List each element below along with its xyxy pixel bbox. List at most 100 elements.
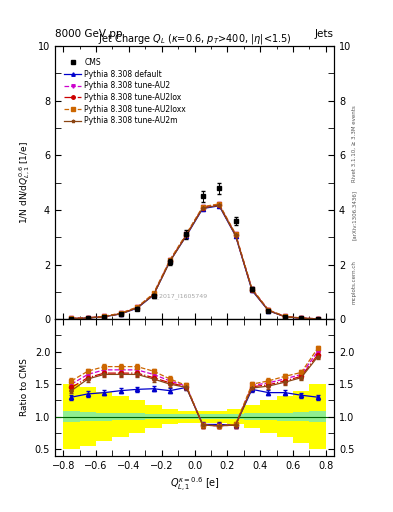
Bar (178, 414, 195, 419)
Pythia 8.308 tune-AU2m (200, 205, 205, 211)
Bar (195, 411, 211, 422)
Line: Pythia 8.308 tune-AU2m: Pythia 8.308 tune-AU2m (69, 203, 320, 321)
Pythia 8.308 tune-AU2m (283, 313, 287, 319)
Pythia 8.308 tune-AU2lox (151, 291, 156, 297)
Pythia 8.308 tune-AU2loxx (315, 315, 320, 322)
Text: Rivet 3.1.10, ≥ 3.3M events: Rivet 3.1.10, ≥ 3.3M events (352, 105, 357, 182)
Pythia 8.308 tune-AU2m (167, 259, 172, 265)
Pythia 8.308 default (167, 258, 172, 264)
Pythia 8.308 tune-AU2lox (135, 305, 140, 311)
Bar (277, 413, 293, 420)
Bar (293, 412, 309, 421)
Pythia 8.308 tune-AU2loxx (69, 315, 74, 322)
Bar (178, 411, 195, 422)
Pythia 8.308 tune-AU2 (151, 291, 156, 297)
Pythia 8.308 default (283, 314, 287, 320)
Text: Jets: Jets (315, 29, 334, 39)
Line: Pythia 8.308 tune-AU2loxx: Pythia 8.308 tune-AU2loxx (69, 202, 320, 321)
Pythia 8.308 tune-AU2m (184, 232, 189, 239)
Text: 8000 GeV pp: 8000 GeV pp (55, 29, 123, 39)
Pythia 8.308 tune-AU2loxx (135, 304, 140, 310)
Legend: CMS, Pythia 8.308 default, Pythia 8.308 tune-AU2, Pythia 8.308 tune-AU2lox, Pyth: CMS, Pythia 8.308 default, Pythia 8.308 … (64, 58, 186, 125)
Bar (195, 414, 211, 419)
Pythia 8.308 default (315, 316, 320, 322)
Bar (129, 413, 145, 420)
Bar (63, 384, 80, 449)
Bar (162, 409, 178, 424)
Pythia 8.308 tune-AU2m (299, 315, 303, 322)
Y-axis label: 1/N dN/d$Q_{L,1}^{0.6}$ [1/e]: 1/N dN/d$Q_{L,1}^{0.6}$ [1/e] (18, 141, 32, 224)
Line: Pythia 8.308 tune-AU2lox: Pythia 8.308 tune-AU2lox (69, 203, 320, 321)
Pythia 8.308 tune-AU2loxx (217, 201, 222, 207)
Pythia 8.308 tune-AU2lox (86, 315, 90, 321)
Pythia 8.308 tune-AU2lox (184, 232, 189, 238)
Pythia 8.308 tune-AU2m (266, 308, 271, 314)
Pythia 8.308 default (200, 205, 205, 211)
Pythia 8.308 tune-AU2m (69, 315, 74, 322)
Bar (277, 396, 293, 437)
Line: Pythia 8.308 default: Pythia 8.308 default (69, 204, 320, 321)
Pythia 8.308 tune-AU2 (184, 231, 189, 238)
Pythia 8.308 tune-AU2 (266, 307, 271, 313)
Pythia 8.308 tune-AU2lox (102, 313, 107, 319)
Pythia 8.308 tune-AU2loxx (299, 315, 303, 321)
Pythia 8.308 tune-AU2m (250, 287, 254, 293)
Bar (145, 414, 162, 419)
X-axis label: $Q_{L,1}^{\kappa=0.6}$ [e]: $Q_{L,1}^{\kappa=0.6}$ [e] (169, 476, 220, 494)
Pythia 8.308 default (217, 203, 222, 209)
Pythia 8.308 tune-AU2loxx (151, 290, 156, 296)
Pythia 8.308 default (151, 292, 156, 298)
Pythia 8.308 tune-AU2 (283, 313, 287, 319)
Pythia 8.308 default (266, 308, 271, 314)
Pythia 8.308 tune-AU2 (315, 316, 320, 322)
Pythia 8.308 tune-AU2 (200, 204, 205, 210)
Pythia 8.308 tune-AU2lox (118, 311, 123, 317)
Pythia 8.308 tune-AU2 (102, 313, 107, 319)
Bar (211, 414, 228, 419)
Bar (80, 412, 96, 421)
Pythia 8.308 tune-AU2m (151, 292, 156, 298)
Bar (309, 384, 326, 449)
Text: [arXiv:1306.3436]: [arXiv:1306.3436] (352, 190, 357, 240)
Pythia 8.308 tune-AU2 (118, 310, 123, 316)
Bar (211, 411, 228, 422)
Pythia 8.308 tune-AU2lox (266, 307, 271, 313)
Pythia 8.308 tune-AU2loxx (233, 231, 238, 237)
Bar (244, 413, 260, 420)
Pythia 8.308 tune-AU2loxx (250, 286, 254, 292)
Bar (145, 405, 162, 429)
Pythia 8.308 tune-AU2m (102, 313, 107, 319)
Bar (228, 414, 244, 419)
Bar (228, 409, 244, 424)
Pythia 8.308 tune-AU2loxx (118, 310, 123, 316)
Pythia 8.308 tune-AU2lox (315, 316, 320, 322)
Pythia 8.308 tune-AU2m (315, 316, 320, 322)
Pythia 8.308 default (250, 287, 254, 293)
Bar (260, 413, 277, 420)
Pythia 8.308 tune-AU2loxx (266, 307, 271, 313)
Pythia 8.308 tune-AU2 (217, 201, 222, 207)
Title: Jet Charge $Q_L$ ($\kappa$=0.6, $p_T$>400, $|\eta|$<1.5): Jet Charge $Q_L$ ($\kappa$=0.6, $p_T$>40… (97, 32, 292, 46)
Pythia 8.308 tune-AU2loxx (167, 257, 172, 263)
Pythia 8.308 default (135, 305, 140, 311)
Bar (260, 400, 277, 433)
Bar (129, 400, 145, 433)
Pythia 8.308 default (299, 315, 303, 322)
Pythia 8.308 tune-AU2lox (233, 232, 238, 238)
Pythia 8.308 tune-AU2 (250, 286, 254, 292)
Pythia 8.308 tune-AU2lox (69, 315, 74, 322)
Text: S_2017_I1605749: S_2017_I1605749 (152, 293, 208, 299)
Bar (244, 405, 260, 429)
Pythia 8.308 tune-AU2m (217, 202, 222, 208)
Bar (162, 414, 178, 419)
Pythia 8.308 default (69, 315, 74, 322)
Pythia 8.308 tune-AU2 (135, 304, 140, 310)
Pythia 8.308 default (233, 233, 238, 239)
Pythia 8.308 tune-AU2lox (283, 313, 287, 319)
Bar (63, 412, 80, 422)
Pythia 8.308 tune-AU2loxx (184, 231, 189, 237)
Pythia 8.308 tune-AU2loxx (86, 315, 90, 321)
Pythia 8.308 tune-AU2lox (200, 205, 205, 211)
Pythia 8.308 tune-AU2 (69, 315, 74, 322)
Text: mcplots.cern.ch: mcplots.cern.ch (352, 260, 357, 304)
